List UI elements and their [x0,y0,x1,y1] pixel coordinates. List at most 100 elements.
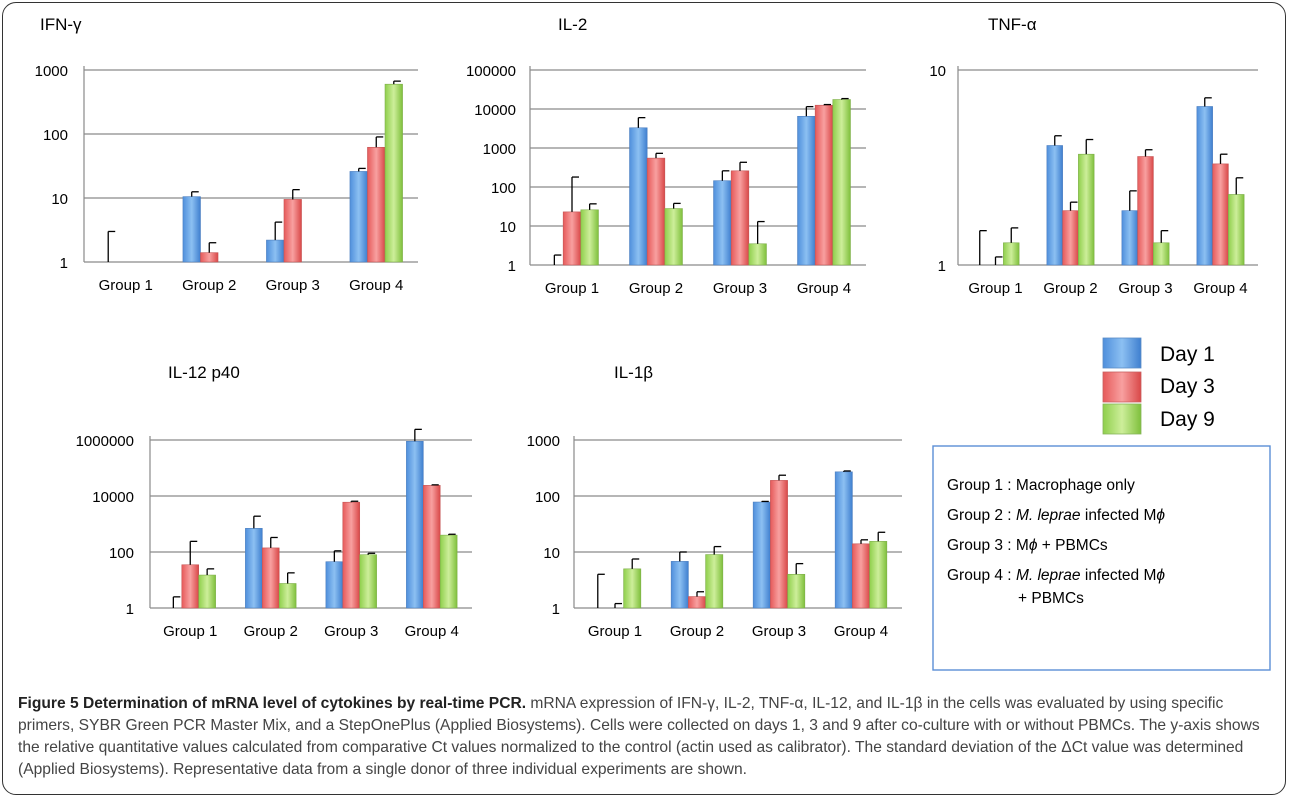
bar-day-3 [200,252,219,263]
x-tick-label: Group 4 [797,280,851,297]
bar-day-1 [670,561,689,609]
group-definition-part: infected M [1081,507,1157,524]
bar-day-1 [1046,145,1063,266]
bar-day-9 [384,83,403,263]
bar-day-9 [198,574,216,609]
chart-title: TNF-α [988,15,1037,34]
bar-day-1 [629,127,648,266]
chart-tnf-alpha: TNF-α 1 10 Group 1 Group 2 Group 3 Group 4 [929,15,1258,297]
group-definition-part: ϕ [1156,507,1165,524]
bar-day-9 [664,208,683,266]
y-tick-label: 10 [543,545,560,562]
bar-day-1 [182,196,201,263]
bar-day-3 [814,104,834,266]
chart-il-2: IL-2 1 10 100 1000 10000 100000 Group 1 Group 2 G… [466,15,866,297]
bar-day-9 [748,243,767,266]
x-tick-label: Group 1 [968,280,1022,297]
legend-label-day-3: Day 3 [1160,375,1215,398]
bar-day-9 [869,541,888,609]
x-tick-label: Group 2 [1043,280,1097,297]
caption-label: Figure 5 Determination of mRNA level of … [18,695,527,712]
bar-day-3 [688,596,706,609]
y-tick-label: 100000 [466,63,516,80]
y-tick-label: 1 [552,601,560,618]
group-definition-part: ϕ [1156,567,1165,584]
legend-swatch-day-3 [1102,371,1142,403]
x-tick-label: Group 4 [1193,280,1247,297]
legend: Day 1 Day 3 Day 9 [1102,337,1215,435]
y-tick-label: 1000 [483,141,516,158]
bar-day-3 [730,170,750,266]
bar-day-9 [787,573,806,609]
x-tick-label: Group 2 [244,623,298,640]
bar-day-9 [1078,153,1095,266]
group-definition-part: ϕ [1029,537,1038,554]
chart-il-12-p40: IL-12 p40 1 100 10000 1000000 Group 1 Group 2 G… [76,363,472,640]
group-definitions-box: Group 1 : Macrophage only Group 2 : M. l… [932,445,1271,671]
group-definition-part: + PBMCs [1037,537,1107,554]
bar-day-3 [1212,163,1229,266]
chart-ifn-gamma: IFN-γ 1 10 100 1000 Group 1 Group 2 Group 3 Grou… [35,15,418,294]
group-definition-part: infected M [1081,567,1157,584]
bar-day-3 [342,501,361,609]
legend-label-day-9: Day 9 [1160,408,1215,431]
bar-day-1 [834,471,853,609]
chart-title: IL-12 p40 [168,363,240,382]
figure-caption: Figure 5 Determination of mRNA level of … [18,693,1273,781]
x-tick-label: Group 3 [752,623,806,640]
x-tick-label: Group 3 [713,280,767,297]
bar-day-1 [266,239,285,263]
group-definition-part: Group 2 : [947,507,1016,524]
bar-day-1 [1121,210,1138,266]
legend-label-day-1: Day 1 [1160,343,1215,366]
chart-il-1-beta: IL-1β 1 10 100 1000 Group 1 Group 2 Group 3 Grou… [527,363,902,640]
bar-day-9 [1228,194,1245,266]
x-tick-label: Group 2 [670,623,724,640]
bar-day-9 [439,534,458,609]
bar-day-3 [283,199,302,263]
y-tick-label: 1 [60,255,68,272]
bar-day-3 [261,547,280,609]
x-tick-label: Group 4 [405,623,459,640]
bar-day-1 [349,171,368,263]
x-tick-label: Group 1 [545,280,599,297]
bar-day-9 [278,583,297,609]
group-definition-part: M. leprae [1016,507,1081,524]
group-definition-part: Group 3 : M [947,537,1029,554]
bar-day-3 [422,485,441,609]
bar-day-3 [1137,156,1154,266]
y-tick-label: 100 [491,180,516,197]
caption-text: mRNA expression of IFN-γ, IL-2, TNF-α, I… [18,695,1260,778]
bar-day-1 [713,180,732,266]
bar-day-3 [562,211,582,266]
y-tick-label: 100 [109,545,134,562]
legend-swatch-day-9 [1102,403,1142,435]
bar-day-9 [623,568,642,609]
group-2-definition: Group 2 : M. leprae infected Mϕ [947,507,1165,524]
legend-swatch-day-1 [1102,337,1142,369]
group-4-definition: Group 4 : M. leprae infected Mϕ [947,567,1165,584]
x-tick-label: Group 1 [163,623,217,640]
bar-day-9 [1153,242,1170,266]
bar-day-3 [1062,210,1079,266]
y-tick-label: 10000 [92,489,134,506]
y-tick-label: 10 [499,219,516,236]
x-tick-label: Group 2 [629,280,683,297]
bar-day-9 [832,99,851,266]
group-3-definition: Group 3 : Mϕ + PBMCs [947,537,1108,554]
group-definition-part: + PBMCs [1018,590,1084,607]
bar-day-9 [705,554,724,609]
bar-day-1 [752,501,771,609]
bar-day-3 [770,480,788,609]
bar-day-1 [797,115,816,266]
group-4-definition-continued: + PBMCs [1018,590,1084,607]
group-definition-part: M. leprae [1016,567,1081,584]
x-tick-label: Group 3 [324,623,378,640]
bar-day-9 [1003,242,1020,266]
chart-title: IL-2 [558,15,587,34]
x-tick-label: Group 3 [266,277,320,294]
group-definition-part: Group 4 : [947,567,1016,584]
group-1-definition: Group 1 : Macrophage only [947,477,1135,494]
